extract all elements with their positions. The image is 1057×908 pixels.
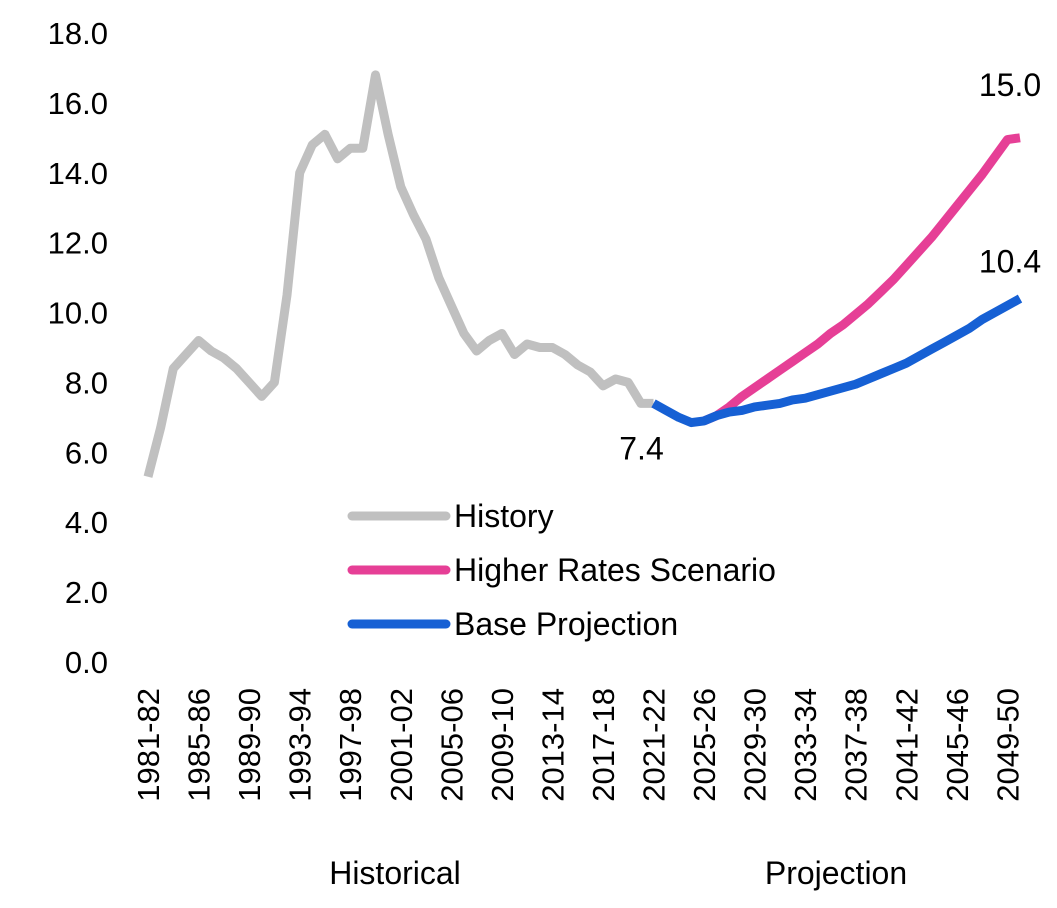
x-axis: 1981-82 1985-86 1989-90 1993-94 1997-98 2001-… bbox=[131, 688, 1025, 802]
x-tick-label: 1993-94 bbox=[283, 688, 318, 802]
legend: History Higher Rates Scenario Base Project… bbox=[347, 498, 776, 642]
y-tick-label: 14.0 bbox=[48, 156, 108, 191]
y-tick-label: 12.0 bbox=[48, 226, 108, 261]
x-tick-label: 2033-34 bbox=[788, 688, 823, 802]
y-tick-label: 8.0 bbox=[65, 365, 108, 400]
series-line-base-projection bbox=[651, 294, 1023, 428]
x-tick-label: 2009-10 bbox=[485, 688, 520, 802]
series-layer bbox=[143, 70, 1023, 478]
y-tick-label: 0.0 bbox=[65, 645, 108, 680]
x-tick-label: 2025-26 bbox=[687, 688, 722, 802]
series-line-history bbox=[143, 70, 654, 478]
x-tick-label: 2021-22 bbox=[637, 688, 672, 802]
legend-label: History bbox=[454, 498, 554, 534]
x-tick-label: 2049-50 bbox=[990, 688, 1025, 802]
section-label-historical: Historical bbox=[329, 855, 461, 891]
series-line-higher-rates-scenario bbox=[702, 133, 1021, 426]
y-axis: 0.0 2.0 4.0 6.0 8.0 10.0 12.0 14.0 16.0 18.0 bbox=[48, 16, 108, 680]
x-tick-label: 2037-38 bbox=[839, 688, 874, 802]
x-tick-label: 1989-90 bbox=[232, 688, 267, 802]
data-label: 15.0 bbox=[979, 67, 1041, 103]
x-tick-label: 2013-14 bbox=[535, 688, 570, 802]
section-label-projection: Projection bbox=[765, 855, 907, 891]
legend-label: Higher Rates Scenario bbox=[454, 552, 776, 588]
annotation-layer: 7.4 15.0 10.4 bbox=[619, 67, 1041, 467]
y-tick-label: 4.0 bbox=[65, 505, 108, 540]
y-tick-label: 10.0 bbox=[48, 296, 108, 331]
legend-label: Base Projection bbox=[454, 606, 678, 642]
y-tick-label: 2.0 bbox=[65, 575, 108, 610]
x-tick-label: 2017-18 bbox=[586, 688, 621, 802]
x-tick-label: 1985-86 bbox=[182, 688, 217, 802]
x-tick-label: 2045-46 bbox=[940, 688, 975, 802]
x-tick-label: 2041-42 bbox=[889, 688, 924, 802]
y-tick-label: 16.0 bbox=[48, 86, 108, 121]
data-label: 10.4 bbox=[979, 244, 1041, 280]
x-tick-label: 1981-82 bbox=[131, 688, 166, 802]
x-tick-label: 2029-30 bbox=[738, 688, 773, 802]
x-tick-label: 2001-02 bbox=[384, 688, 419, 802]
x-tick-label: 2005-06 bbox=[434, 688, 469, 802]
x-tick-label: 1997-98 bbox=[333, 688, 368, 802]
y-tick-label: 18.0 bbox=[48, 16, 108, 51]
data-label: 7.4 bbox=[619, 430, 663, 466]
y-tick-label: 6.0 bbox=[65, 435, 108, 470]
